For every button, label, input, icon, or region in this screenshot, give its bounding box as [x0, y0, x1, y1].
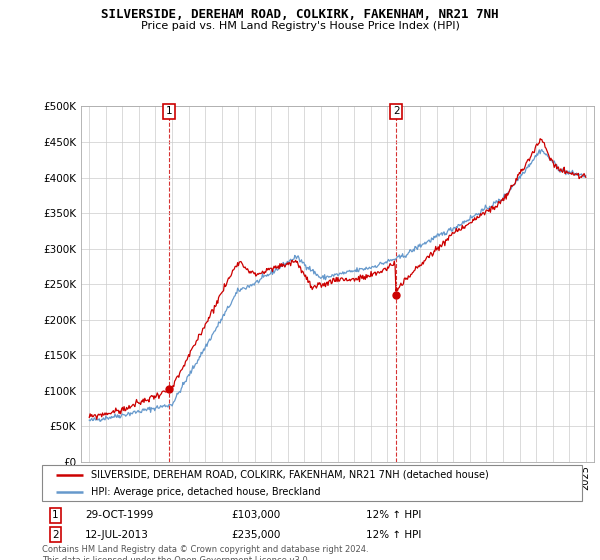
Text: 29-OCT-1999: 29-OCT-1999: [85, 510, 154, 520]
Text: Contains HM Land Registry data © Crown copyright and database right 2024.
This d: Contains HM Land Registry data © Crown c…: [42, 545, 368, 560]
Text: 1: 1: [52, 510, 59, 520]
Text: 2: 2: [393, 106, 400, 116]
Text: 12% ↑ HPI: 12% ↑ HPI: [366, 510, 421, 520]
Text: Price paid vs. HM Land Registry's House Price Index (HPI): Price paid vs. HM Land Registry's House …: [140, 21, 460, 31]
Text: 12-JUL-2013: 12-JUL-2013: [85, 530, 149, 540]
Text: 2: 2: [52, 530, 59, 540]
Text: 12% ↑ HPI: 12% ↑ HPI: [366, 530, 421, 540]
Text: £103,000: £103,000: [231, 510, 280, 520]
Text: 1: 1: [166, 106, 173, 116]
Text: HPI: Average price, detached house, Breckland: HPI: Average price, detached house, Brec…: [91, 487, 320, 497]
Text: £235,000: £235,000: [231, 530, 280, 540]
Text: SILVERSIDE, DEREHAM ROAD, COLKIRK, FAKENHAM, NR21 7NH: SILVERSIDE, DEREHAM ROAD, COLKIRK, FAKEN…: [101, 8, 499, 21]
Text: SILVERSIDE, DEREHAM ROAD, COLKIRK, FAKENHAM, NR21 7NH (detached house): SILVERSIDE, DEREHAM ROAD, COLKIRK, FAKEN…: [91, 470, 488, 479]
